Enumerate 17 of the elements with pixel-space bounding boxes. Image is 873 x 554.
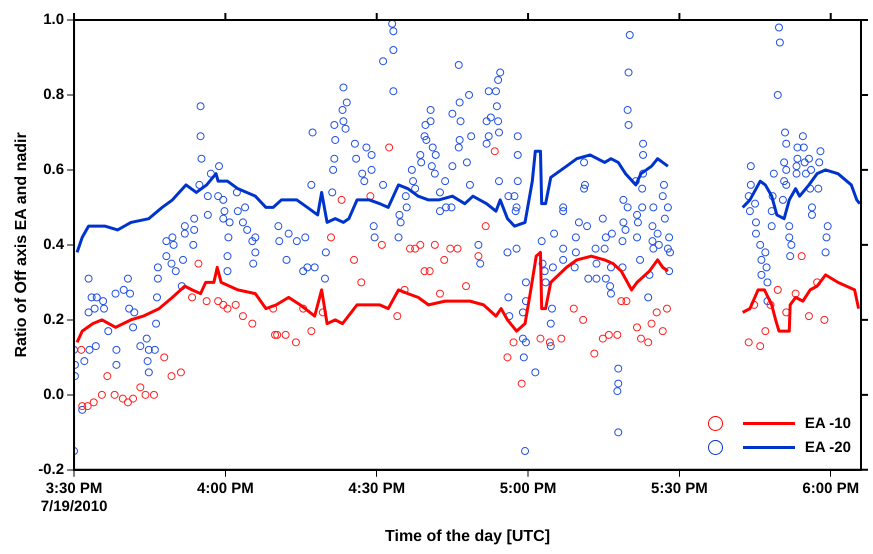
y-tick-label: 0.6 — [43, 161, 64, 178]
x-tick-label: 4:30 PM — [348, 480, 406, 497]
x-tick-label: 5:30 PM — [651, 480, 708, 497]
x-axis-title: Time of the day [UTC] — [385, 528, 550, 545]
y-tick-label: -0.2 — [38, 460, 64, 478]
x-tick-label: 6:00 PM — [802, 480, 860, 497]
y-tick-label: 0.4 — [43, 236, 65, 254]
y-tick-label: 0.2 — [43, 311, 64, 328]
x-tick-label: 3:30 PM 7/19/2010 — [40, 480, 108, 515]
y-tick-label: 0.8 — [43, 86, 64, 104]
y-tick-label: 1.0 — [43, 11, 64, 28]
y-tick-label: 0.0 — [43, 386, 64, 403]
y-axis-title: Ratio of Off axis EA and nadir — [13, 132, 30, 358]
legend-label: EA -20 — [804, 438, 851, 458]
legend-label: EA -10 — [804, 414, 851, 434]
x-tick-label: 4:00 PM — [197, 480, 254, 497]
x-tick-label: 5:00 PM — [500, 480, 556, 497]
